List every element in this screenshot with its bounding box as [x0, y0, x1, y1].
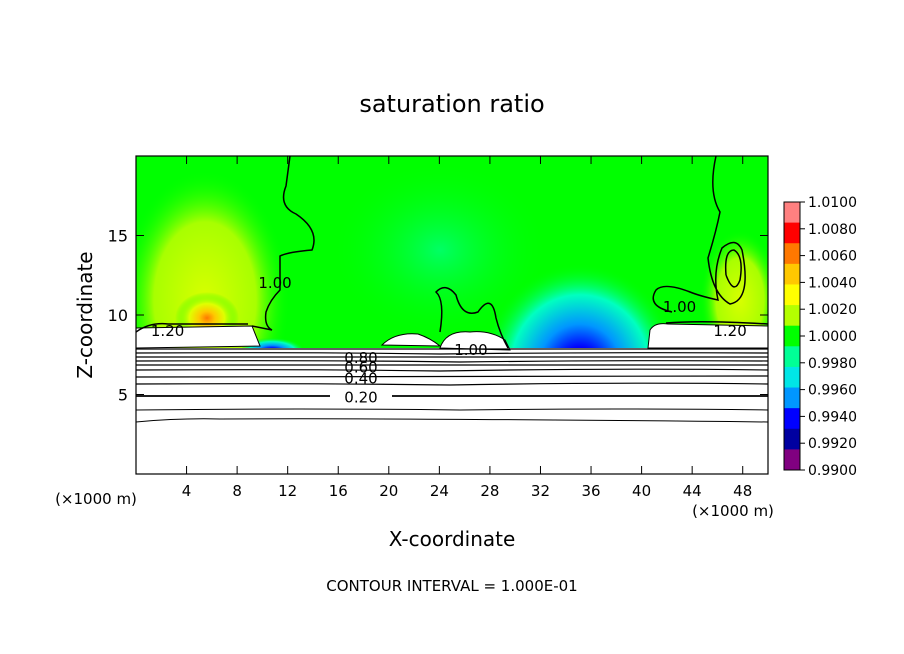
contour-line [724, 249, 742, 288]
x-tick-label: 12 [278, 482, 297, 500]
colorbar-tick-label: 0.9900 [808, 463, 857, 479]
x-unit-left: (×1000 m) [55, 490, 137, 508]
colorbar-tick-label: 1.0060 [808, 249, 857, 265]
field-lower-region [136, 348, 768, 474]
contour-labels: 1.00 1.00 1.00 1.20 1.20 0.800.600.400.20 [151, 274, 747, 406]
colorbar-tick-label: 1.0000 [808, 329, 857, 345]
colorbar-tick-label: 0.9940 [808, 409, 857, 425]
colorbar-swatch [784, 284, 800, 306]
x-tick-label: 40 [632, 482, 651, 500]
colorbar-swatch [784, 387, 800, 409]
x-tick-label: 44 [683, 482, 702, 500]
contour-label: 1.00 [454, 341, 487, 359]
colorbar-swatch [784, 408, 800, 430]
contour-line [136, 360, 768, 363]
colorbar-swatch [784, 428, 800, 450]
x-tick-label: 28 [480, 482, 499, 500]
contour-line [136, 382, 768, 386]
contour-line [251, 156, 315, 331]
field-cloud-mid [380, 333, 442, 347]
contour-line [136, 375, 768, 378]
colorbar-swatch [784, 366, 800, 389]
contour-label: 1.20 [713, 322, 746, 340]
contour-line [665, 320, 768, 325]
contour-label: 0.40 [344, 370, 377, 388]
x-tick-label: 32 [531, 482, 550, 500]
x-axis-label: X-coordinate [389, 527, 516, 551]
colorbar-swatch [784, 346, 800, 368]
colorbar-tick-label: 1.0080 [808, 222, 857, 238]
colorbar-tick-label: 1.0040 [808, 275, 857, 291]
colorbar-swatch [784, 449, 800, 471]
contour-line [652, 156, 746, 313]
field-cloud-right [647, 323, 768, 349]
x-tick-label: 24 [430, 482, 449, 500]
x-axis: 4 8 12 16 20 24 28 32 36 40 44 48 [182, 156, 752, 500]
colorbar-swatch [784, 305, 800, 327]
x-tick-label: 20 [379, 482, 398, 500]
contour-label: 1.00 [258, 274, 291, 292]
colorbar-tick-label: 0.9920 [808, 436, 857, 452]
chart-title: saturation ratio [359, 90, 544, 118]
y-axis-label: Z-coordinate [73, 251, 97, 378]
contour-lines [136, 156, 768, 423]
x-unit-right: (×1000 m) [692, 502, 774, 520]
field-cloud-left [136, 325, 261, 349]
contour-label: 0.80 [344, 349, 377, 367]
contour-line [136, 352, 768, 355]
contour-label: 1.20 [151, 322, 184, 340]
contour-line [136, 322, 248, 333]
x-tick-label: 48 [733, 482, 752, 500]
colorbar-tick-label: 0.9960 [808, 383, 857, 399]
contour-line [136, 418, 768, 423]
contour-label: 0.20 [344, 389, 377, 407]
y-axis: 5 10 15 [108, 227, 768, 405]
y-tick-label: 10 [108, 306, 128, 325]
contour-line [136, 368, 768, 372]
contour-line [136, 408, 768, 411]
contour-interval-note: CONTOUR INTERVAL = 1.000E-01 [326, 577, 577, 595]
field-teal-center [330, 160, 550, 340]
colorbar-tick-label: 1.0100 [808, 195, 857, 211]
x-tick-label: 8 [232, 482, 242, 500]
contour-label: 0.60 [344, 358, 377, 376]
x-tick-label: 4 [182, 482, 192, 500]
y-tick-label: 5 [118, 386, 128, 405]
colorbar-tick-label: 1.0020 [808, 302, 857, 318]
contour-line [434, 286, 509, 349]
x-tick-label: 16 [329, 482, 348, 500]
colorbar-swatch [784, 202, 800, 224]
y-tick-label: 15 [108, 227, 128, 246]
x-tick-label: 36 [581, 482, 600, 500]
contour-label: 1.00 [663, 298, 696, 316]
colorbar-swatch [784, 222, 800, 244]
colorbar: 1.0100 1.0080 1.0060 1.0040 1.0020 1.0000 0.99… [783, 195, 857, 479]
colorbar-swatch [784, 263, 800, 285]
colorbar-swatch [784, 325, 800, 347]
colorbar-swatch [784, 243, 800, 265]
colorbar-tick-label: 0.9980 [808, 356, 857, 372]
